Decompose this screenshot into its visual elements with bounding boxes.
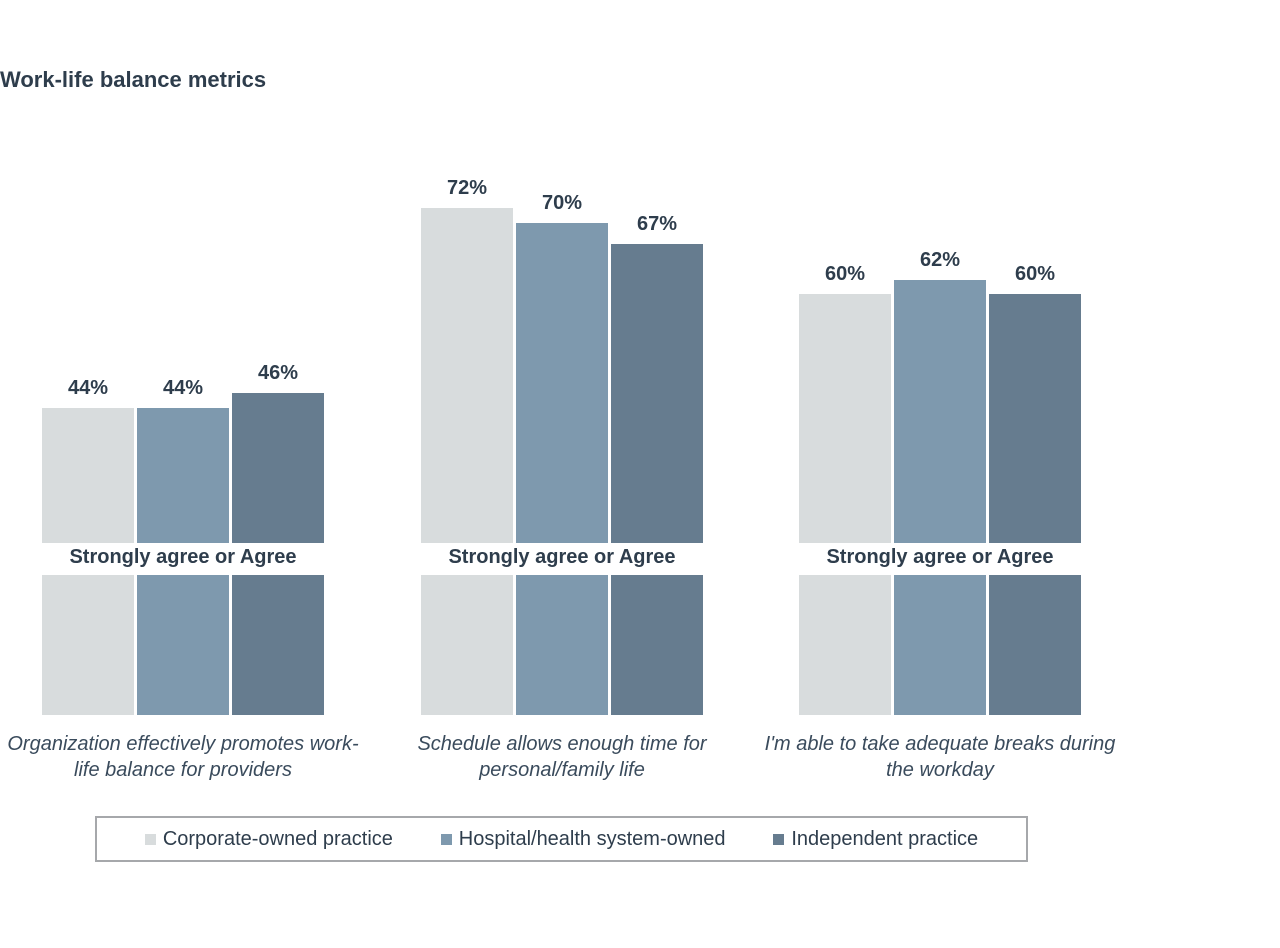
agree-band-label: Strongly agree or Agree (448, 546, 676, 568)
bottom-block (989, 575, 1081, 715)
bar-value-label: 67% (636, 213, 678, 235)
bottom-block (894, 575, 986, 715)
legend-label: Hospital/health system-owned (458, 827, 726, 850)
bar-value-label: 44% (162, 377, 204, 399)
agree-band-label: Strongly agree or Agree (826, 546, 1054, 568)
chart-title: Work-life balance metrics (0, 67, 267, 92)
legend-swatch-icon (144, 833, 156, 845)
category-label: I'm able to take adequate breaks during t… (730, 731, 1150, 783)
bar (421, 208, 513, 543)
bar (799, 294, 891, 543)
agree-band-label: Strongly agree or Agree (69, 546, 297, 568)
category-label-line: life balance for providers (74, 759, 292, 781)
bottom-block (421, 575, 513, 715)
legend-item: Corporate-owned practice (144, 827, 393, 851)
legend-item: Hospital/health system-owned (440, 827, 726, 851)
legend-label: Independent practice (791, 827, 979, 850)
bar (42, 408, 134, 543)
category-label-line: the workday (886, 759, 994, 781)
category-label-line: Schedule allows enough time for (417, 733, 707, 755)
bar-value-label: 72% (446, 177, 488, 199)
bar (137, 408, 229, 543)
bottom-block (799, 575, 891, 715)
bar (989, 294, 1081, 543)
bottom-block (232, 575, 324, 715)
bar (894, 280, 986, 543)
bar (611, 244, 703, 543)
bar (516, 223, 608, 543)
bottom-block (516, 575, 608, 715)
category-label-line: I'm able to take adequate breaks during (764, 733, 1116, 755)
category-label-line: Organization effectively promotes work- (7, 733, 359, 755)
legend-item: Independent practice (773, 828, 978, 851)
bar-value-label: 60% (1014, 263, 1056, 285)
category-label: Schedule allows enough time for personal/… (352, 731, 772, 783)
bottom-block (42, 575, 134, 715)
bottom-block (137, 575, 229, 715)
bar-value-label: 60% (824, 263, 866, 285)
category-label-line: personal/family life (479, 759, 645, 781)
bar-value-label: 62% (919, 249, 961, 271)
legend-swatch-icon (440, 833, 452, 845)
chart-legend: Corporate-owned practice Hospital/health … (95, 816, 1028, 862)
legend-label: Corporate-owned practice (162, 827, 393, 850)
bar (232, 393, 324, 543)
legend-swatch-icon (773, 833, 785, 845)
bar-value-label: 70% (541, 192, 583, 214)
bar-value-label: 46% (257, 362, 299, 384)
category-label: Organization effectively promotes work-l… (0, 731, 393, 783)
bottom-block (611, 575, 703, 715)
bar-value-label: 44% (67, 377, 109, 399)
